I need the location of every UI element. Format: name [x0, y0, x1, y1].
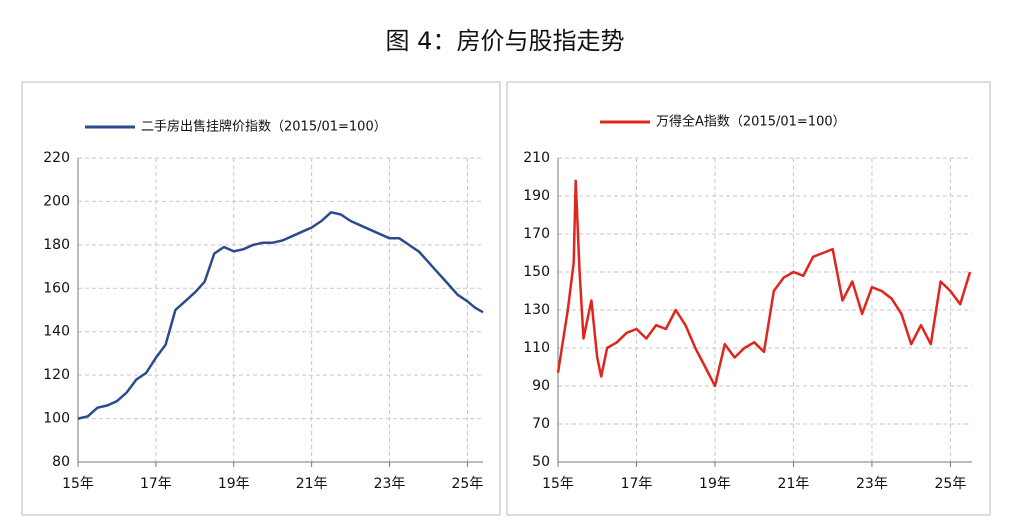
data-line	[77, 211, 484, 420]
x-tick-label: 17年	[140, 476, 172, 492]
x-tick-label: 15年	[62, 476, 94, 492]
x-tick-label: 23年	[374, 476, 406, 492]
x-tick-label: 19年	[699, 476, 731, 492]
x-tick-label: 25年	[452, 476, 484, 492]
page-title: 图 4：房价与股指走势	[386, 27, 625, 55]
x-tick-label: 25年	[935, 476, 967, 492]
panel-frame	[21, 81, 501, 516]
x-tick-label: 17年	[621, 476, 653, 492]
legend-label: 万得全A指数（2015/01=100）	[656, 114, 846, 130]
y-tick-label: 170	[523, 226, 550, 242]
y-tick-label: 80	[52, 454, 70, 470]
y-tick-label: 150	[523, 264, 550, 280]
y-tick-label: 180	[43, 237, 70, 253]
y-tick-label: 100	[43, 411, 70, 427]
y-tick-label: 190	[523, 188, 550, 204]
y-tick-label: 120	[43, 367, 70, 383]
y-tick-label: 210	[523, 150, 550, 166]
y-tick-label: 200	[43, 193, 70, 209]
panel-frame	[506, 81, 991, 516]
y-tick-label: 110	[523, 340, 550, 356]
y-tick-label: 140	[43, 324, 70, 340]
x-tick-label: 15年	[542, 476, 574, 492]
y-tick-label: 90	[532, 378, 550, 394]
x-tick-label: 21年	[778, 476, 810, 492]
data-line	[556, 179, 972, 388]
x-tick-label: 21年	[296, 476, 328, 492]
x-tick-label: 19年	[218, 476, 250, 492]
y-tick-label: 160	[43, 280, 70, 296]
y-tick-label: 70	[532, 416, 550, 432]
y-tick-label: 130	[523, 302, 550, 318]
y-tick-label: 220	[43, 150, 70, 166]
y-tick-label: 50	[532, 454, 550, 470]
legend-label: 二手房出售挂牌价指数（2015/01=100）	[141, 119, 387, 135]
x-tick-label: 23年	[856, 476, 888, 492]
